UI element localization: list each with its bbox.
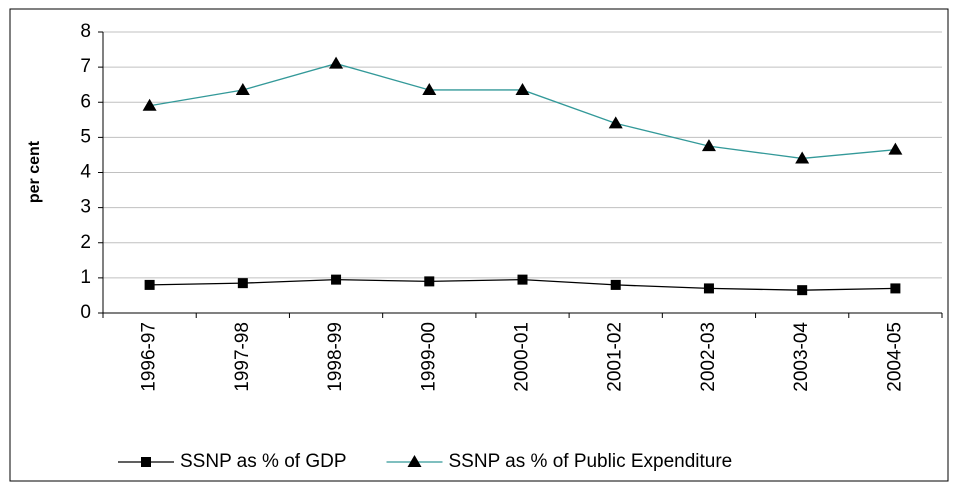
y-tick-label: 3 <box>80 197 91 218</box>
marker <box>797 285 808 296</box>
marker <box>329 56 344 69</box>
marker <box>701 139 716 152</box>
marker <box>331 274 342 285</box>
x-tick-label: 1999-00 <box>418 322 439 392</box>
y-tick-label: 1 <box>80 267 91 288</box>
x-tick-label: 1996-97 <box>139 322 160 392</box>
marker <box>422 82 437 95</box>
x-tick-label: 1997-98 <box>232 322 253 392</box>
x-tick-label: 2002-03 <box>698 322 719 392</box>
y-tick-label: 5 <box>80 126 91 147</box>
x-tick-label: 2004-05 <box>884 322 905 392</box>
marker <box>237 278 248 289</box>
legend-label: SSNP as % of GDP <box>180 451 347 472</box>
y-tick-label: 4 <box>80 162 91 183</box>
marker <box>407 455 422 467</box>
y-tick-label: 2 <box>80 232 91 253</box>
chart-border <box>9 8 949 482</box>
marker <box>795 151 810 164</box>
marker <box>424 276 435 287</box>
legend-label: SSNP as % of Public Expenditure <box>449 451 733 472</box>
marker <box>608 116 623 129</box>
x-tick-label: 2001-02 <box>605 322 626 392</box>
marker <box>610 279 621 290</box>
marker <box>517 274 528 285</box>
marker <box>141 457 151 467</box>
marker <box>515 82 530 95</box>
marker <box>144 279 155 290</box>
x-tick-label: 2003-04 <box>791 322 812 392</box>
marker <box>703 283 714 294</box>
x-tick-label: 1998-99 <box>325 322 346 392</box>
marker <box>235 82 250 95</box>
y-tick-label: 0 <box>80 302 91 323</box>
x-tick-label: 2000-01 <box>512 322 533 392</box>
y-tick-label: 8 <box>80 21 91 42</box>
marker <box>890 283 901 294</box>
y-tick-label: 6 <box>80 91 91 112</box>
y-axis-label: per cent <box>26 140 43 203</box>
marker <box>142 98 157 111</box>
marker <box>888 142 903 155</box>
y-tick-label: 7 <box>80 56 91 77</box>
